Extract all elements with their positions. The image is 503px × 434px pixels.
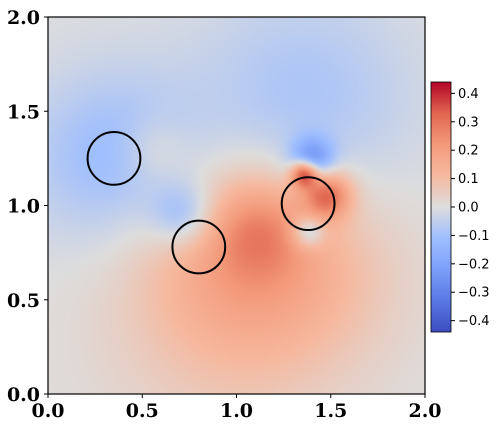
circle-2 <box>171 219 227 275</box>
x-tick-label: 1.5 <box>314 400 347 422</box>
y-tick-label: 0.5 <box>7 290 40 312</box>
circle-1 <box>86 130 142 186</box>
x-axis: 0.0 0.5 1.0 1.5 2.0 <box>31 394 442 422</box>
heatmap-field <box>48 17 425 394</box>
obstacle-circles <box>86 130 336 275</box>
x-tick-label: 0.5 <box>126 400 159 422</box>
colorbar-gradient <box>431 82 451 332</box>
x-tick-label: 0.0 <box>31 400 64 422</box>
colorbar-tick-label: 0.4 <box>458 87 479 102</box>
y-tick-label: 1.0 <box>7 196 40 218</box>
y-axis: 0.0 0.5 1.0 1.5 2.0 <box>7 7 48 406</box>
y-tick-label: 0.0 <box>7 384 40 406</box>
y-tick-label: 2.0 <box>7 7 40 29</box>
colorbar-tick-label: −0.4 <box>458 314 490 329</box>
x-tick-label: 1.0 <box>220 400 253 422</box>
colorbar: 0.4 0.3 0.2 0.1 0.0 −0.1 −0.2 −0.3 −0.4 <box>430 81 490 333</box>
x-tick-label: 2.0 <box>408 400 441 422</box>
colorbar-tick-label: 0.2 <box>458 144 479 159</box>
colorbar-tick-label: 0.1 <box>458 172 479 187</box>
colorbar-tick-label: −0.3 <box>458 286 490 301</box>
circle-3 <box>280 176 336 232</box>
heatmap-plot <box>47 16 426 395</box>
colorbar-tick-label: −0.2 <box>458 257 490 272</box>
y-tick-label: 1.5 <box>7 101 40 123</box>
colorbar-tick-label: −0.1 <box>458 229 490 244</box>
colorbar-tick-label: 0.3 <box>458 115 479 130</box>
colorbar-ticks: 0.4 0.3 0.2 0.1 0.0 −0.1 −0.2 −0.3 −0.4 <box>451 87 490 329</box>
colorbar-tick-label: 0.0 <box>458 201 479 216</box>
